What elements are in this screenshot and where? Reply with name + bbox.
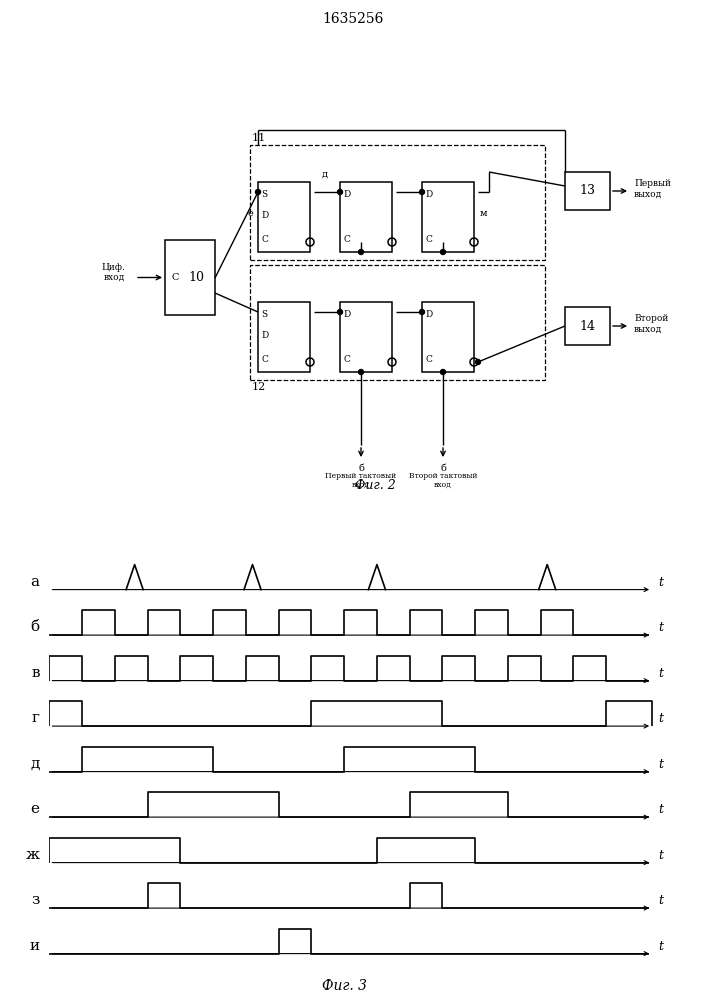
- Text: t: t: [658, 758, 664, 771]
- Text: S: S: [261, 310, 267, 319]
- Text: D: D: [343, 310, 350, 319]
- Text: Первый
выход: Первый выход: [634, 179, 671, 199]
- Text: 12: 12: [252, 382, 267, 392]
- Bar: [422, 302, 474, 372]
- Text: Первый тактовый
вход: Первый тактовый вход: [325, 472, 397, 489]
- Bar: [340, 302, 392, 372]
- Text: C: C: [343, 355, 350, 364]
- Text: м: м: [480, 209, 488, 218]
- Text: д: д: [322, 170, 328, 179]
- Text: Второй тактовый
вход: Второй тактовый вход: [409, 472, 477, 489]
- Text: з: з: [31, 893, 40, 907]
- Text: S: S: [261, 190, 267, 199]
- Text: C: C: [261, 355, 268, 364]
- Bar: [422, 182, 474, 252]
- Text: t: t: [658, 712, 664, 725]
- Text: C: C: [425, 355, 432, 364]
- Text: д: д: [30, 757, 40, 771]
- Text: t: t: [658, 667, 664, 680]
- Text: t: t: [658, 894, 664, 907]
- Text: 10: 10: [188, 271, 204, 284]
- Text: б: б: [440, 464, 446, 473]
- Text: г: г: [32, 711, 40, 725]
- Text: e: e: [247, 209, 253, 218]
- Text: Фиг. 2: Фиг. 2: [355, 479, 395, 492]
- Text: б: б: [30, 620, 40, 634]
- Bar: [250, 145, 545, 260]
- Bar: [250, 265, 545, 380]
- Text: в: в: [31, 666, 40, 680]
- Text: D: D: [425, 310, 432, 319]
- Circle shape: [337, 310, 342, 314]
- Text: C: C: [425, 235, 432, 244]
- Text: 14: 14: [579, 320, 595, 332]
- Bar: [258, 302, 310, 372]
- Text: C: C: [343, 235, 350, 244]
- Bar: [165, 240, 215, 315]
- Text: t: t: [658, 576, 664, 589]
- Text: б: б: [358, 464, 364, 473]
- Bar: [565, 172, 610, 210]
- Text: е: е: [30, 802, 40, 816]
- Circle shape: [440, 249, 445, 254]
- Text: t: t: [658, 849, 664, 862]
- Text: ж: ж: [25, 848, 40, 862]
- Text: Циф.
вход: Циф. вход: [101, 263, 125, 282]
- Bar: [340, 182, 392, 252]
- Text: D: D: [343, 190, 350, 199]
- Text: 1635256: 1635256: [322, 12, 384, 26]
- Text: а: а: [30, 575, 40, 589]
- Text: и: и: [30, 939, 40, 953]
- Circle shape: [255, 190, 260, 194]
- Text: t: t: [658, 940, 664, 953]
- Text: t: t: [658, 803, 664, 816]
- Circle shape: [358, 369, 363, 374]
- Text: Второй
выход: Второй выход: [634, 314, 668, 334]
- Text: C: C: [261, 235, 268, 244]
- Text: C: C: [171, 273, 178, 282]
- Text: D: D: [261, 211, 268, 220]
- Text: 13: 13: [579, 184, 595, 198]
- Circle shape: [476, 360, 481, 364]
- Text: D: D: [261, 330, 268, 340]
- Circle shape: [358, 249, 363, 254]
- Text: Фиг. 3: Фиг. 3: [322, 979, 367, 993]
- Circle shape: [419, 190, 424, 194]
- Text: 11: 11: [252, 133, 267, 143]
- Circle shape: [440, 369, 445, 374]
- Circle shape: [337, 190, 342, 194]
- Bar: [565, 307, 610, 345]
- Text: D: D: [425, 190, 432, 199]
- Circle shape: [419, 310, 424, 314]
- Text: t: t: [658, 621, 664, 634]
- Bar: [258, 182, 310, 252]
